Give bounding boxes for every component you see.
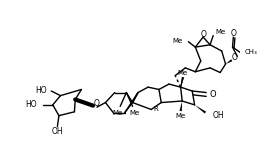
Text: O: O xyxy=(230,29,236,38)
Text: OH: OH xyxy=(213,111,224,120)
Text: OH: OH xyxy=(52,127,63,136)
Text: HO: HO xyxy=(35,86,46,95)
Text: O: O xyxy=(232,53,238,62)
Text: O: O xyxy=(209,90,216,99)
Text: O: O xyxy=(201,30,207,38)
Text: Me: Me xyxy=(113,110,123,116)
Polygon shape xyxy=(179,101,182,111)
Text: Me: Me xyxy=(173,38,183,44)
Polygon shape xyxy=(226,59,232,64)
Text: O: O xyxy=(93,99,99,108)
Text: Me: Me xyxy=(178,70,188,76)
Polygon shape xyxy=(195,105,206,114)
Text: R: R xyxy=(154,106,158,112)
Text: Me: Me xyxy=(129,110,139,116)
Text: CH₃: CH₃ xyxy=(245,50,258,55)
Polygon shape xyxy=(180,77,184,87)
Text: Me: Me xyxy=(215,29,226,35)
Text: Me: Me xyxy=(175,113,186,119)
Text: HO: HO xyxy=(26,100,37,109)
